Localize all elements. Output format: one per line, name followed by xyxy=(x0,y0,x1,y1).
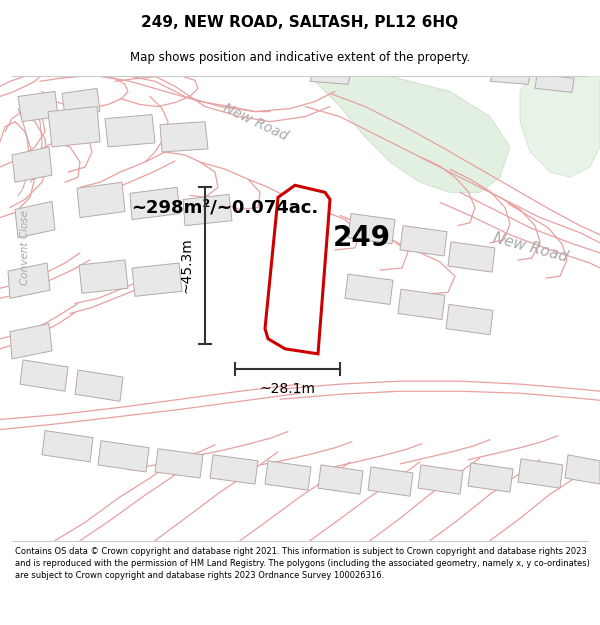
Text: Convent Close: Convent Close xyxy=(20,211,30,286)
Polygon shape xyxy=(265,185,330,354)
Polygon shape xyxy=(160,122,208,152)
Polygon shape xyxy=(210,455,258,484)
Polygon shape xyxy=(490,76,530,84)
Polygon shape xyxy=(10,324,52,359)
Polygon shape xyxy=(448,242,495,272)
Polygon shape xyxy=(400,226,447,256)
Polygon shape xyxy=(368,467,413,496)
Polygon shape xyxy=(105,114,155,147)
Polygon shape xyxy=(20,360,68,391)
Polygon shape xyxy=(75,370,123,401)
Polygon shape xyxy=(345,274,393,304)
Polygon shape xyxy=(155,449,203,478)
Polygon shape xyxy=(98,441,149,472)
Text: Contains OS data © Crown copyright and database right 2021. This information is : Contains OS data © Crown copyright and d… xyxy=(15,548,590,580)
Polygon shape xyxy=(310,76,350,84)
Polygon shape xyxy=(48,106,100,147)
Text: ~298m²/~0.074ac.: ~298m²/~0.074ac. xyxy=(131,199,319,216)
Polygon shape xyxy=(446,304,493,334)
Text: New Road: New Road xyxy=(491,231,569,265)
Polygon shape xyxy=(265,461,311,490)
Polygon shape xyxy=(132,263,182,296)
Polygon shape xyxy=(15,201,55,238)
Polygon shape xyxy=(62,88,100,117)
Polygon shape xyxy=(518,459,563,488)
Text: 249: 249 xyxy=(333,224,391,252)
Polygon shape xyxy=(565,455,600,484)
Polygon shape xyxy=(418,465,463,494)
Text: ~45.3m: ~45.3m xyxy=(180,238,194,293)
Polygon shape xyxy=(318,465,363,494)
Polygon shape xyxy=(79,260,128,293)
Text: 249, NEW ROAD, SALTASH, PL12 6HQ: 249, NEW ROAD, SALTASH, PL12 6HQ xyxy=(142,16,458,31)
Polygon shape xyxy=(468,463,513,492)
Text: ~28.1m: ~28.1m xyxy=(260,382,316,396)
Polygon shape xyxy=(18,91,58,122)
Polygon shape xyxy=(520,76,600,178)
Polygon shape xyxy=(183,194,232,226)
Polygon shape xyxy=(535,74,574,92)
Polygon shape xyxy=(77,182,125,218)
Polygon shape xyxy=(8,263,50,298)
Text: Map shows position and indicative extent of the property.: Map shows position and indicative extent… xyxy=(130,51,470,64)
Polygon shape xyxy=(310,76,510,192)
Polygon shape xyxy=(398,289,445,319)
Polygon shape xyxy=(130,188,180,219)
Polygon shape xyxy=(42,431,93,462)
Polygon shape xyxy=(12,147,52,182)
Text: New Road: New Road xyxy=(220,101,290,143)
Polygon shape xyxy=(348,214,395,244)
